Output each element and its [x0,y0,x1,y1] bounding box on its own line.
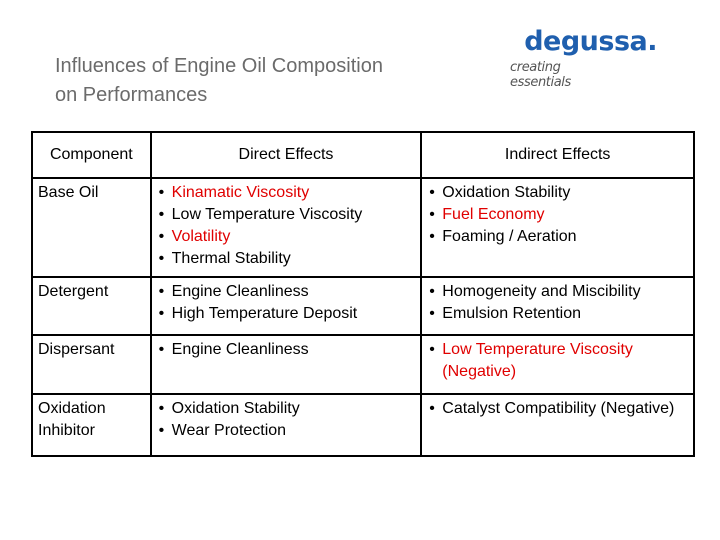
effect-item: Fuel Economy [427,204,688,226]
direct-effects-cell: Oxidation Stability Wear Protection [149,393,423,457]
component-cell: Detergent [31,276,152,336]
table-header-row: Component Direct Effects Indirect Effect… [31,131,695,179]
table-row: Oxidation Inhibitor Oxidation Stability … [31,393,695,457]
header-indirect-effects: Indirect Effects [420,131,695,179]
effect-item: Wear Protection [157,420,416,442]
component-cell: Dispersant [31,334,152,395]
composition-table: Component Direct Effects Indirect Effect… [31,131,695,457]
component-cell: Base Oil [31,177,152,278]
table-row: Dispersant Engine Cleanliness Low Temper… [31,334,695,395]
effect-item: Kinamatic Viscosity [157,182,416,204]
component-cell: Oxidation Inhibitor [31,393,152,457]
effect-item: Emulsion Retention [427,303,688,325]
title-line-2: on Performances [55,84,208,106]
table-row: Base Oil Kinamatic Viscosity Low Tempera… [31,177,695,278]
effect-item: High Temperature Deposit [157,303,416,325]
effect-item: Catalyst Compatibility (Negative) [427,398,688,420]
effect-item: Oxidation Stability [427,182,688,204]
effect-item: Low Temperature Viscosity [157,204,416,226]
effect-item: Foaming / Aeration [427,226,688,248]
header-direct-effects: Direct Effects [149,131,423,179]
effect-item: Thermal Stability [157,248,416,270]
direct-effects-cell: Engine Cleanliness High Temperature Depo… [149,276,423,336]
component-line: Oxidation [38,400,106,417]
effect-item: Engine Cleanliness [157,281,416,303]
logo-tagline: creating essentials [510,60,571,90]
direct-effects-cell: Engine Cleanliness [149,334,423,395]
indirect-effects-cell: Homogeneity and Miscibility Emulsion Ret… [420,276,695,336]
effect-item: Volatility [157,226,416,248]
logo-wordmark: degussa. [524,26,657,57]
degussa-logo: degussa. creating essentials [510,22,690,90]
indirect-effects-cell: Catalyst Compatibility (Negative) [420,393,695,457]
table-row: Detergent Engine Cleanliness High Temper… [31,276,695,336]
title-line-1: Influences of Engine Oil Composition [55,55,383,77]
header-component: Component [31,131,152,179]
indirect-effects-cell: Low Temperature Viscosity (Negative) [420,334,695,395]
effect-item: Homogeneity and Miscibility [427,281,688,303]
direct-effects-cell: Kinamatic Viscosity Low Temperature Visc… [149,177,423,278]
effect-item: Engine Cleanliness [157,339,416,361]
effect-item: Low Temperature Viscosity (Negative) [427,339,688,383]
slide-title: Influences of Engine Oil Composition on … [55,52,495,110]
indirect-effects-cell: Oxidation Stability Fuel Economy Foaming… [420,177,695,278]
component-line: Inhibitor [38,422,95,439]
effect-item: Oxidation Stability [157,398,416,420]
